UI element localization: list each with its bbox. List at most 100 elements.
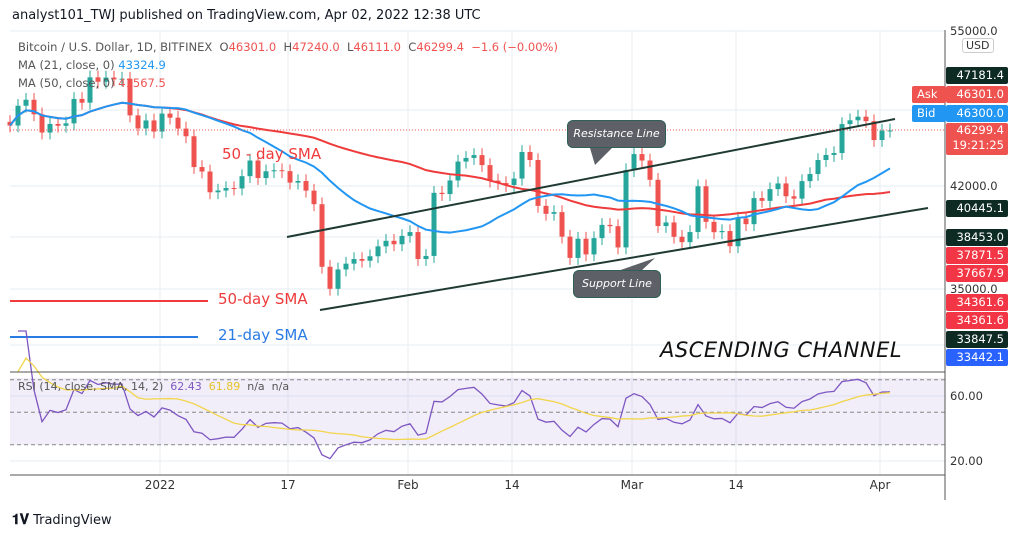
candle-body xyxy=(775,183,781,190)
resistance-callout: Resistance Line xyxy=(567,120,666,148)
candle-body xyxy=(879,130,885,140)
candle-body xyxy=(615,226,621,248)
price-tick: 55000.0 xyxy=(950,24,998,38)
rsi-tick: 20.00 xyxy=(950,454,983,468)
candle-body xyxy=(175,117,181,129)
candle-body xyxy=(663,222,669,227)
candle-body xyxy=(279,170,285,172)
candle-body xyxy=(303,181,309,191)
candle-body xyxy=(559,212,565,237)
candle-body xyxy=(55,123,61,126)
candle-body xyxy=(151,120,157,132)
price-tag-ask: Ask xyxy=(912,86,946,103)
candle-body xyxy=(183,128,189,137)
tradingview-logo[interactable]: 𝟏𝐕 TradingView xyxy=(12,512,112,528)
candle-body xyxy=(423,255,429,260)
candle-body xyxy=(583,238,589,255)
candle-body xyxy=(759,198,765,201)
candle-body xyxy=(463,157,469,162)
support-pointer xyxy=(615,258,655,272)
candle-body xyxy=(63,123,69,126)
candle-body xyxy=(71,98,77,124)
resistance-channel-line xyxy=(286,118,896,238)
resistance-pointer xyxy=(590,148,612,165)
price-label: 33442.1 xyxy=(946,349,1008,366)
candle-body xyxy=(399,235,405,245)
symbol-legend: Bitcoin / U.S. Dollar, 1D, BITFINEX O463… xyxy=(18,40,558,90)
rsi-band xyxy=(10,378,945,445)
rsi-legend[interactable]: RSI (14, close, SMA, 14, 2) 62.43 61.89 … xyxy=(18,380,290,393)
candle-body xyxy=(95,77,101,82)
candle-body xyxy=(471,155,477,158)
price-label: 37667.9 xyxy=(946,265,1008,282)
candle-body xyxy=(503,183,509,186)
price-tag-bid: Bid xyxy=(912,105,946,122)
candle-body xyxy=(519,152,525,179)
time-tick: 2022 xyxy=(144,478,176,492)
candle-body xyxy=(799,181,805,199)
candle-body xyxy=(431,192,437,256)
candle-body xyxy=(791,196,797,199)
candle-body xyxy=(295,181,301,183)
price-label: 46301.0 xyxy=(946,86,1008,103)
candle-body xyxy=(871,121,877,140)
candle-body xyxy=(783,183,789,197)
price-label: 38453.0 xyxy=(946,229,1008,246)
candle-body xyxy=(287,171,293,183)
candle-body xyxy=(7,121,13,126)
candle-body xyxy=(487,165,493,181)
candle-body xyxy=(543,205,549,214)
candle-body xyxy=(367,256,373,261)
candle-body xyxy=(855,116,861,121)
candle-body xyxy=(351,259,357,264)
candle-body xyxy=(255,160,261,179)
candle-body xyxy=(479,155,485,166)
price-label: 34361.6 xyxy=(946,312,1008,329)
candle-body xyxy=(239,176,245,189)
candle-body xyxy=(607,224,613,227)
candle-body xyxy=(223,188,229,191)
price-tick: 35000.0 xyxy=(950,282,998,296)
candle-body xyxy=(647,160,653,180)
candle-body xyxy=(31,99,37,115)
candle-body xyxy=(831,153,837,155)
candle-body xyxy=(335,269,341,289)
candle-body xyxy=(655,179,661,227)
candle-body xyxy=(327,266,333,289)
candle-body xyxy=(679,236,685,243)
candle-body xyxy=(439,192,445,195)
candle-body xyxy=(119,78,125,80)
price-label: 37871.5 xyxy=(946,247,1008,264)
candle-body xyxy=(695,186,701,233)
candle-body xyxy=(191,136,197,168)
candle-body xyxy=(47,123,53,133)
candle-body xyxy=(887,130,893,132)
candle-body xyxy=(407,232,413,236)
grid xyxy=(10,30,945,475)
candle-body xyxy=(375,246,381,257)
currency-button[interactable]: USD xyxy=(962,38,994,53)
candle-body xyxy=(231,188,237,190)
support-callout: Support Line xyxy=(573,270,661,298)
candle-body xyxy=(103,77,109,82)
candle-body xyxy=(727,231,733,247)
candle-body xyxy=(847,120,853,125)
ma50-legend[interactable]: MA (50, close, 0) 41567.5 xyxy=(18,76,166,90)
candles xyxy=(7,70,893,296)
candle-body xyxy=(39,114,45,133)
candle-body xyxy=(79,98,85,103)
ma21-legend[interactable]: MA (21, close, 0) 43324.9 xyxy=(18,58,166,72)
candle-body xyxy=(215,190,221,193)
candle-body xyxy=(143,120,149,129)
candle-body xyxy=(359,259,365,261)
candle-body xyxy=(511,178,517,186)
candle-body xyxy=(319,204,325,267)
candle-body xyxy=(767,189,773,201)
candle-body xyxy=(343,263,349,270)
candle-body xyxy=(671,222,677,237)
price-label: 47181.4 xyxy=(946,67,1008,84)
candle-body xyxy=(703,186,709,222)
candle-body xyxy=(23,99,29,106)
candle-body xyxy=(447,180,453,195)
